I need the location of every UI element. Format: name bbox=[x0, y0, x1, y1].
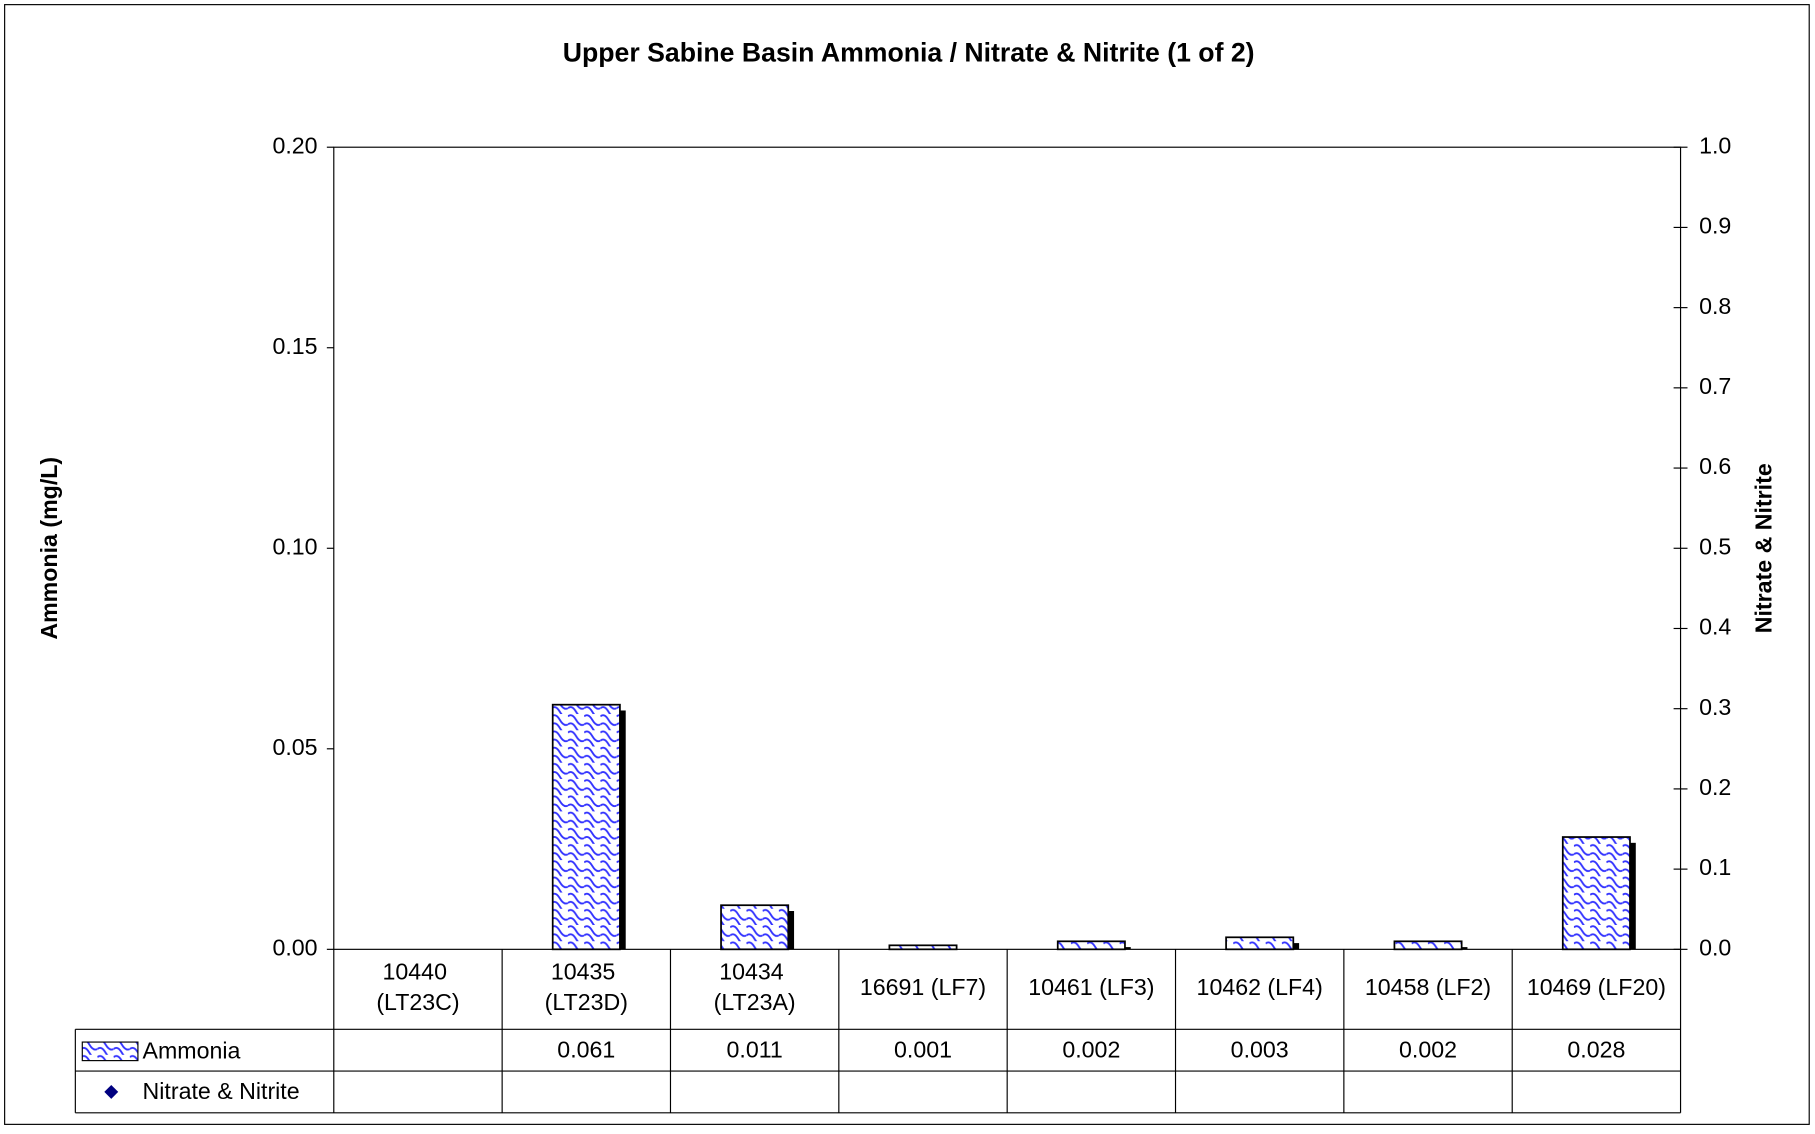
legend-label: Ammonia bbox=[143, 1038, 241, 1064]
y2-tick-label: 0.4 bbox=[1699, 614, 1731, 640]
x-tick-label: 10458 (LF2) bbox=[1365, 974, 1491, 1000]
y-tick-label: 0.10 bbox=[272, 533, 317, 559]
y2-tick-label: 0.7 bbox=[1699, 373, 1731, 399]
y-tick-label: 0.00 bbox=[272, 934, 317, 960]
table-value: 0.003 bbox=[1231, 1036, 1289, 1062]
bar bbox=[888, 944, 958, 951]
bar bbox=[551, 703, 621, 951]
x-tick-label: 10435 (LT23D) bbox=[545, 959, 628, 1015]
x-tick-label: 10434 (LT23A) bbox=[714, 959, 796, 1015]
y2-tick-label: 0.0 bbox=[1699, 934, 1731, 960]
y-axis-title: Ammonia (mg/L) bbox=[36, 457, 62, 640]
chart-title: Upper Sabine Basin Ammonia / Nitrate & N… bbox=[563, 38, 1255, 68]
x-tick-label-line: (LT23D) bbox=[545, 989, 628, 1015]
x-tick-label: 10462 (LF4) bbox=[1197, 974, 1323, 1000]
bar bbox=[1056, 940, 1126, 951]
y2-tick-label: 0.2 bbox=[1699, 774, 1731, 800]
y2-tick-label: 0.9 bbox=[1699, 213, 1731, 239]
bar bbox=[1225, 936, 1295, 951]
y2-tick-label: 0.3 bbox=[1699, 694, 1731, 720]
y2-axis-title: Nitrate & Nitrite bbox=[1750, 463, 1776, 633]
bar bbox=[1561, 836, 1631, 951]
x-tick-label: 10461 (LF3) bbox=[1028, 974, 1154, 1000]
x-tick-label-line: (LT23A) bbox=[714, 989, 796, 1015]
table-value: 0.002 bbox=[1399, 1036, 1457, 1062]
x-tick-label-line: 10435 bbox=[551, 959, 622, 985]
legend-marker bbox=[104, 1084, 119, 1099]
x-tick-label-line: (LT23C) bbox=[376, 989, 459, 1015]
y2-tick-label: 0.5 bbox=[1699, 533, 1731, 559]
bar bbox=[720, 904, 790, 951]
y-tick-label: 0.05 bbox=[272, 734, 317, 760]
x-tick-label: 10469 (LF20) bbox=[1527, 974, 1666, 1000]
table-value: 0.028 bbox=[1567, 1036, 1625, 1062]
chart-border bbox=[4, 4, 1810, 1125]
y-tick-label: 0.20 bbox=[272, 132, 317, 158]
legend-swatch bbox=[81, 1041, 139, 1062]
legend-label: Nitrate & Nitrite bbox=[143, 1078, 300, 1104]
x-tick-label: 16691 (LF7) bbox=[860, 974, 986, 1000]
x-tick-label-line: 10434 bbox=[719, 959, 790, 985]
table-value: 0.011 bbox=[727, 1036, 783, 1062]
table-value: 0.002 bbox=[1062, 1036, 1120, 1062]
y2-tick-label: 0.8 bbox=[1699, 293, 1731, 319]
y-tick-label: 0.15 bbox=[272, 333, 317, 359]
y2-tick-label: 0.6 bbox=[1699, 453, 1731, 479]
y2-tick-label: 0.1 bbox=[1699, 854, 1731, 880]
table-value: 0.001 bbox=[894, 1036, 952, 1062]
x-tick-label-line: 10440 bbox=[383, 959, 454, 985]
bar bbox=[1393, 940, 1463, 951]
table-value: 0.061 bbox=[557, 1036, 615, 1062]
y2-tick-label: 1.0 bbox=[1699, 132, 1731, 158]
x-tick-label: 10440 (LT23C) bbox=[376, 959, 459, 1015]
